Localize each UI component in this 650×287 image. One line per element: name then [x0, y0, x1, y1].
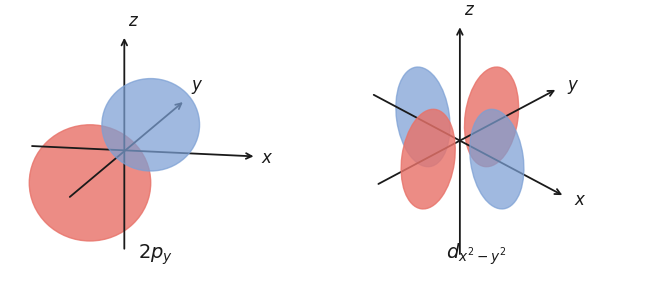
Text: x: x: [261, 149, 272, 167]
Ellipse shape: [29, 125, 151, 241]
Ellipse shape: [401, 109, 455, 209]
Ellipse shape: [465, 67, 519, 167]
Ellipse shape: [102, 79, 200, 171]
Text: z: z: [128, 12, 137, 30]
Text: x: x: [575, 191, 584, 209]
Ellipse shape: [396, 67, 450, 167]
Text: $2p_y$: $2p_y$: [138, 243, 174, 267]
Text: y: y: [192, 76, 202, 94]
Text: y: y: [567, 76, 577, 94]
Text: z: z: [464, 1, 473, 19]
Ellipse shape: [470, 109, 524, 209]
Text: $d_{x^2-y^2}$: $d_{x^2-y^2}$: [446, 242, 506, 267]
